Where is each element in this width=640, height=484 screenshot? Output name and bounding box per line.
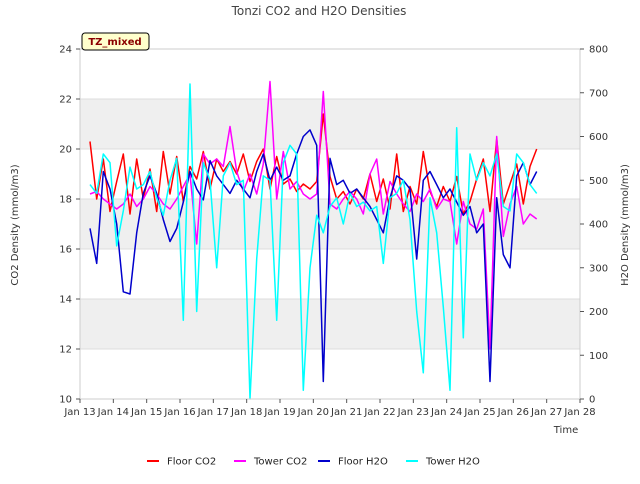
left-tick-label: 10: [59, 395, 72, 406]
x-tick-label: Jan 19: [263, 407, 295, 418]
right-tick-label: 800: [589, 45, 608, 56]
right-tick-label: 600: [589, 132, 608, 143]
series-line-tower-co2: [89, 80, 538, 350]
series-line-floor-h2o: [89, 129, 538, 383]
right-tick-label: 0: [589, 395, 595, 406]
left-tick-label: 22: [59, 95, 72, 106]
x-tick-label: Jan 28: [563, 407, 595, 418]
x-tick-label: Jan 15: [130, 407, 162, 418]
x-tick-label: Jan 26: [497, 407, 529, 418]
x-tick-label: Jan 16: [163, 407, 195, 418]
x-tick-label: Jan 25: [463, 407, 495, 418]
legend-label-floor-h2o: Floor H2O: [338, 457, 388, 468]
left-tick-label: 12: [59, 345, 72, 356]
left-tick-label: 20: [59, 145, 72, 156]
x-tick-label: Jan 27: [530, 407, 562, 418]
x-tick-label: Jan 21: [330, 407, 362, 418]
site-badge-box: [81, 32, 150, 51]
x-tick-label: Jan 22: [363, 407, 395, 418]
right-tick-label: 700: [589, 88, 608, 99]
right-tick-label: 300: [589, 263, 608, 274]
y-axis-right-title: H2O Density (mmol/m3): [620, 164, 631, 286]
background-band: [80, 299, 580, 349]
x-tick-label: Jan 13: [63, 407, 95, 418]
chart-title: Tonzi CO2 and H2O Densities: [231, 4, 407, 18]
site-badge: TZ_mixed: [81, 32, 150, 51]
left-tick-label: 18: [59, 195, 72, 206]
right-tick-label: 200: [589, 307, 608, 318]
x-tick-label: Jan 14: [97, 407, 129, 418]
right-tick-label: 100: [589, 351, 608, 362]
left-tick-label: 16: [59, 245, 72, 256]
x-axis-ticks: Jan 13 Jan 14 Jan 15 Jan 16 Jan 17 Jan 18 Jan …: [63, 399, 596, 418]
site-badge-label: TZ_mixed: [88, 37, 141, 48]
right-tick-label: 500: [589, 176, 608, 187]
legend-label-tower-h2o: Tower H2O: [425, 457, 480, 468]
x-axis-title: Time: [553, 425, 578, 436]
right-axis-ticks: 0 100 200 300 400 500 600 700 800: [580, 45, 608, 406]
series-layer: [89, 80, 538, 400]
x-tick-label: Jan 23: [397, 407, 429, 418]
right-tick-label: 400: [589, 220, 608, 231]
x-tick-label: Jan 17: [197, 407, 229, 418]
x-tick-label: Jan 20: [297, 407, 329, 418]
legend-label-floor-co2: Floor CO2: [167, 457, 216, 468]
left-tick-label: 14: [59, 295, 72, 306]
x-tick-label: Jan 24: [430, 407, 462, 418]
left-axis-ticks: 10 12 14 16 18 20 22 24: [59, 45, 80, 406]
left-tick-label: 24: [59, 45, 72, 56]
series-line-tower-h2o: [89, 83, 538, 400]
legend-label-tower-co2: Tower CO2: [253, 457, 307, 468]
legend: Floor CO2 Tower CO2 Floor H2O Tower H2O: [147, 457, 480, 468]
y-axis-left-title: CO2 Density (mmol/m3): [10, 164, 21, 285]
background-bands: [80, 99, 580, 349]
background-band: [80, 99, 580, 149]
x-tick-label: Jan 18: [230, 407, 262, 418]
